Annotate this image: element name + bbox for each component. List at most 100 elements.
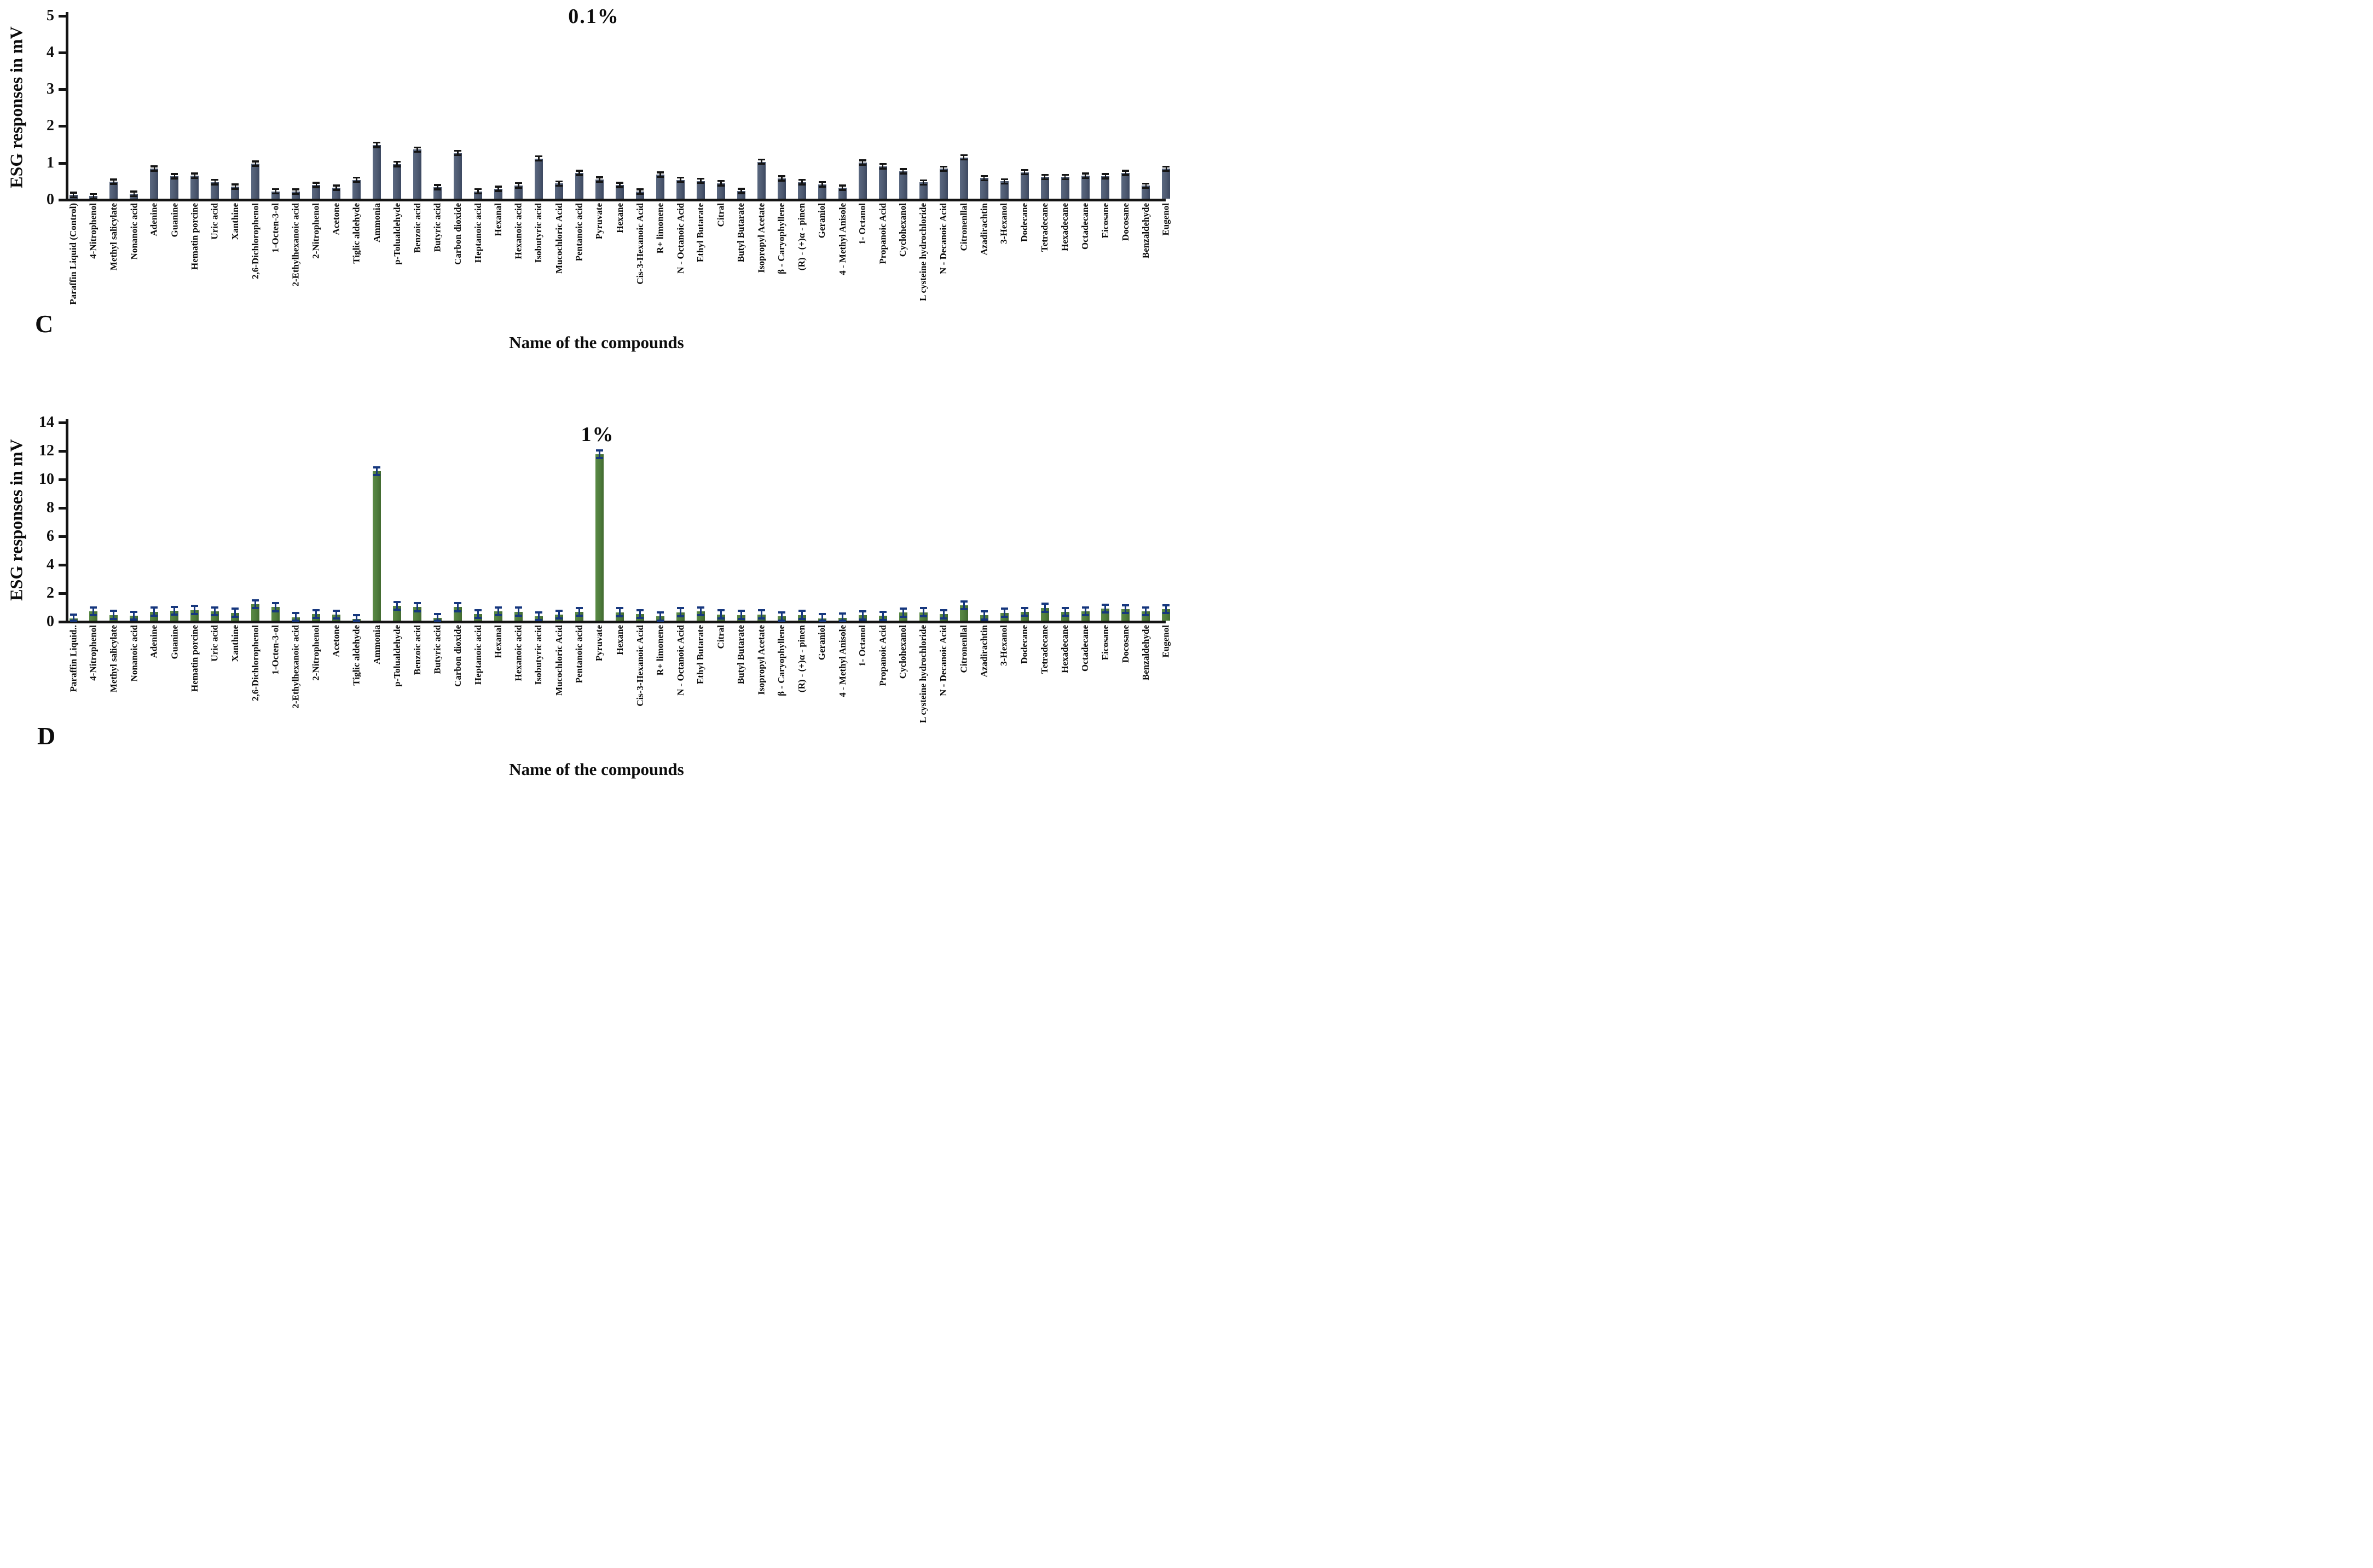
error-bar-cap-bottom [393,609,401,611]
error-bar-cap-bottom [434,188,442,190]
x-category-label: Carbon dioxide [452,203,463,265]
x-category-label: Ammonia [371,203,382,242]
error-bar-cap-top [333,184,340,187]
error-bar-cap-bottom [151,170,158,172]
error-bar-cap-top [838,612,846,615]
error-bar-cap-bottom [393,165,401,167]
bar [211,182,219,199]
x-category-label: 4 - Methyl Anisole [837,625,848,697]
x-category-label: Dodecane [1019,203,1030,242]
error-bar-line [639,610,641,618]
chart-c-title: 0.1% [568,5,620,28]
x-axis-line [66,621,1166,623]
x-category-label: 4 - Methyl Anisole [837,203,848,275]
x-category-label: Octadecane [1080,625,1090,672]
error-bar-line [821,614,823,621]
x-category-label: N - Octanoic Acid [675,203,686,274]
x-category-label: Hexadecane [1060,625,1070,673]
x-category-label: Hematin porcine [189,203,200,270]
error-bar-cap-top [576,170,583,172]
error-bar-line [882,612,884,620]
error-bar-cap-bottom [616,186,623,188]
error-bar-line [680,177,681,182]
error-bar-line [902,609,904,617]
x-category-label: Pyruvate [594,625,605,662]
error-bar-cap-top [454,149,462,152]
x-category-label: Pyruvate [594,203,605,240]
error-bar-cap-top [70,192,77,194]
chart-c-x-axis-title: Name of the compounds [509,333,684,352]
error-bar-line [518,183,519,188]
y-tick-label: 3 [47,80,54,98]
error-bar-cap-top [272,602,280,605]
error-bar-line [558,181,560,186]
y-tick-label: 1 [47,154,54,171]
bar [899,171,907,199]
error-bar-cap-bottom [919,615,927,617]
y-tick [59,125,66,128]
error-bar-line [497,186,499,191]
error-bar-line [113,180,115,184]
error-bar-line [1145,183,1147,188]
x-axis-line [66,199,1166,201]
error-bar-line [275,603,277,611]
error-bar-cap-bottom [697,182,704,184]
bar [696,181,705,199]
x-category-label: 2-Ethylhexanoic acid [290,203,301,287]
bar [1162,609,1171,621]
error-bar-cap-top [211,606,219,609]
error-bar-cap-top [595,449,603,452]
error-bar-cap-bottom [576,174,583,176]
x-category-label: Pentanoic acid [574,203,584,262]
error-bar-cap-bottom [555,617,563,620]
error-bar-line [1023,170,1026,175]
error-bar-line [659,172,661,177]
error-bar-cap-bottom [1162,170,1170,172]
error-bar-line [518,607,520,616]
x-category-label: Acetone [331,625,342,657]
error-bar-line [1044,175,1046,180]
error-bar-cap-bottom [191,612,199,615]
bar [1000,181,1009,199]
error-bar-cap-top [1061,173,1069,176]
x-category-label: 2,6-Dichlorophenol [250,625,261,702]
y-tick [59,421,66,424]
chart-d-title: 1% [581,423,615,446]
error-bar-cap-bottom [130,618,138,621]
bar [716,183,725,199]
error-bar-cap-bottom [798,183,806,186]
error-bar-cap-bottom [859,618,866,621]
error-bar-cap-bottom [414,610,421,612]
error-bar-line [1003,609,1005,617]
error-bar-cap-bottom [1041,178,1049,181]
error-bar-line [679,608,681,616]
error-bar-cap-top [171,173,178,175]
x-category-label: Butyl Butarate [736,625,746,685]
error-bar-cap-top [980,610,988,613]
error-bar-cap-bottom [818,620,826,622]
error-bar-line [335,185,337,190]
error-bar-cap-top [859,610,866,613]
y-tick-label: 8 [47,499,54,516]
error-bar-cap-top [414,602,421,605]
error-bar-cap-bottom [312,186,320,188]
y-tick [59,161,66,165]
error-bar-cap-bottom [252,165,259,167]
bar [413,149,422,199]
error-bar-cap-top [373,141,381,144]
bar [959,157,968,199]
x-category-label: Heptanoic acid [472,203,483,263]
error-bar-cap-bottom [555,184,563,187]
y-tick-label: 5 [47,7,54,24]
y-tick [59,14,66,18]
error-bar-cap-top [798,178,806,181]
error-bar-cap-top [434,184,442,186]
x-category-label: Cis-3-Hexanoic Acid [634,203,645,285]
bar [919,182,928,199]
bar [1061,177,1069,199]
error-bar-line [396,161,398,166]
bar [615,185,624,199]
error-bar-line [295,189,297,194]
x-category-label: 2-Ethylhexanoic acid [290,625,301,709]
error-bar-cap-bottom [333,617,340,620]
